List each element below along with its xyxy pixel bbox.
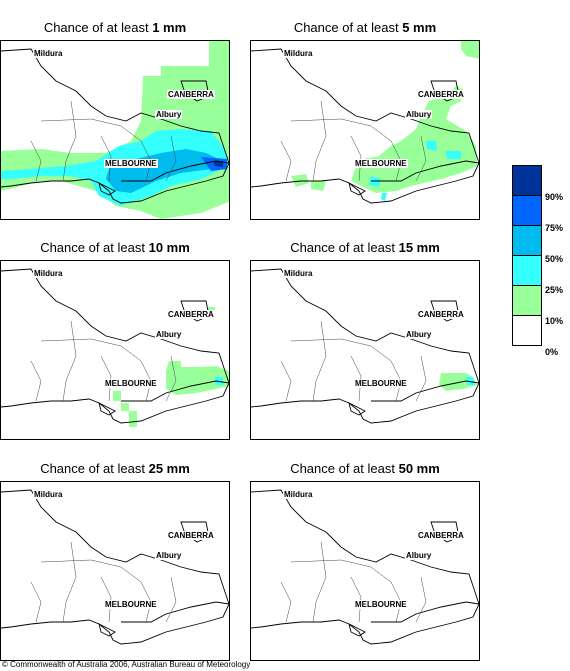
district-boundaries — [280, 320, 427, 402]
rain-probability-overlay — [113, 307, 229, 427]
city-label-mildura: Mildura — [283, 269, 314, 278]
city-label-canberra: CANBERRA — [167, 531, 215, 540]
rain-probability-overlay — [291, 41, 479, 201]
legend-swatch-10 — [512, 285, 542, 316]
panel-title-1mm: Chance of at least 1 mm — [43, 20, 187, 35]
legend-label-25: 25% — [545, 285, 564, 295]
map-panel-10mm: Mildura CANBERRA Albury MELBOURNE — [0, 260, 230, 440]
map-panel-25mm: Mildura CANBERRA Albury MELBOURNE — [0, 481, 230, 661]
city-label-mildura: Mildura — [33, 269, 64, 278]
panel-title-25mm: Chance of at least 25 mm — [40, 461, 190, 476]
color-legend — [512, 165, 542, 346]
city-label-mildura: Mildura — [283, 490, 314, 499]
legend-label-50: 50% — [545, 254, 564, 264]
legend-label-0: 0% — [545, 347, 559, 357]
panel-title-15mm: Chance of at least 15 mm — [290, 240, 440, 255]
state-boundaries — [251, 268, 479, 424]
city-label-mildura: Mildura — [33, 490, 64, 499]
legend-swatch-50 — [512, 225, 542, 256]
panel-title-5mm: Chance of at least 5 mm — [293, 20, 437, 35]
panel-title-50mm: Chance of at least 50 mm — [290, 461, 440, 476]
legend-swatch-0 — [512, 315, 542, 346]
city-label-albury: Albury — [405, 110, 433, 119]
city-label-melbourne: MELBOURNE — [354, 379, 408, 388]
city-label-albury: Albury — [155, 551, 183, 560]
city-label-albury: Albury — [405, 551, 433, 560]
map-panel-50mm: Mildura CANBERRA Albury MELBOURNE — [250, 481, 480, 661]
map-panel-1mm: Mildura CANBERRA Albury MELBOURNE — [0, 40, 230, 220]
city-label-melbourne: MELBOURNE — [104, 159, 158, 168]
state-boundaries — [251, 489, 479, 645]
map-panel-5mm: Mildura CANBERRA Albury MELBOURNE — [250, 40, 480, 220]
city-label-albury: Albury — [405, 330, 433, 339]
city-label-mildura: Mildura — [33, 49, 64, 58]
legend-swatch-75 — [512, 195, 542, 226]
map-panel-15mm: Mildura CANBERRA Albury MELBOURNE — [250, 260, 480, 440]
district-boundaries — [30, 541, 177, 623]
probability-map-15mm — [251, 268, 479, 424]
legend-swatch-25 — [512, 255, 542, 286]
city-label-canberra: CANBERRA — [417, 310, 465, 319]
panel-title-10mm: Chance of at least 10 mm — [40, 240, 190, 255]
city-label-albury: Albury — [155, 110, 183, 119]
city-label-albury: Albury — [155, 330, 183, 339]
city-label-melbourne: MELBOURNE — [104, 379, 158, 388]
probability-map-50mm — [251, 489, 479, 645]
city-label-melbourne: MELBOURNE — [354, 159, 408, 168]
city-label-mildura: Mildura — [283, 49, 314, 58]
legend-swatch-90 — [512, 165, 542, 196]
probability-map-25mm — [1, 489, 229, 645]
city-label-melbourne: MELBOURNE — [104, 600, 158, 609]
legend-label-75: 75% — [545, 223, 564, 233]
city-label-canberra: CANBERRA — [417, 90, 465, 99]
state-boundaries — [1, 489, 229, 645]
copyright-notice: © Commonwealth of Australia 2006, Austra… — [2, 660, 251, 669]
city-label-melbourne: MELBOURNE — [354, 600, 408, 609]
probability-map-5mm — [251, 41, 479, 204]
district-boundaries — [280, 100, 427, 182]
rain-probability-overlay — [439, 373, 477, 391]
city-label-canberra: CANBERRA — [167, 90, 215, 99]
probability-map-10mm — [1, 268, 229, 427]
legend-label-90: 90% — [545, 192, 564, 202]
probability-map-1mm — [1, 41, 229, 219]
city-label-canberra: CANBERRA — [417, 531, 465, 540]
legend-label-10: 10% — [545, 316, 564, 326]
city-label-canberra: CANBERRA — [167, 310, 215, 319]
